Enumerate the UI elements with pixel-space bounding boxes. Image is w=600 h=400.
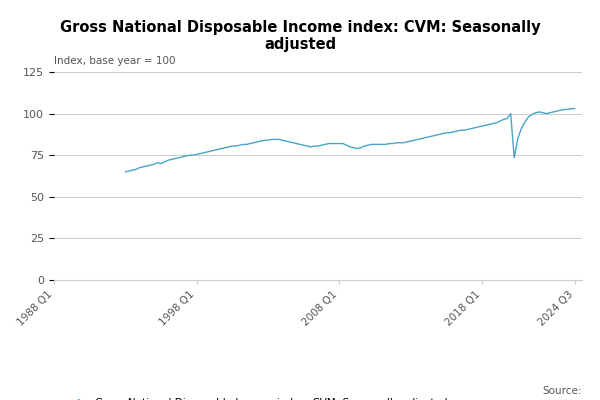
Legend: Gross National Disposable Income index: CVM: Seasonally adjusted: Gross National Disposable Income index: … xyxy=(59,393,451,400)
Text: Gross National Disposable Income index: CVM: Seasonally
adjusted: Gross National Disposable Income index: … xyxy=(59,20,541,52)
Text: Index, base year = 100: Index, base year = 100 xyxy=(54,56,176,66)
Text: Source:: Source: xyxy=(542,386,582,396)
